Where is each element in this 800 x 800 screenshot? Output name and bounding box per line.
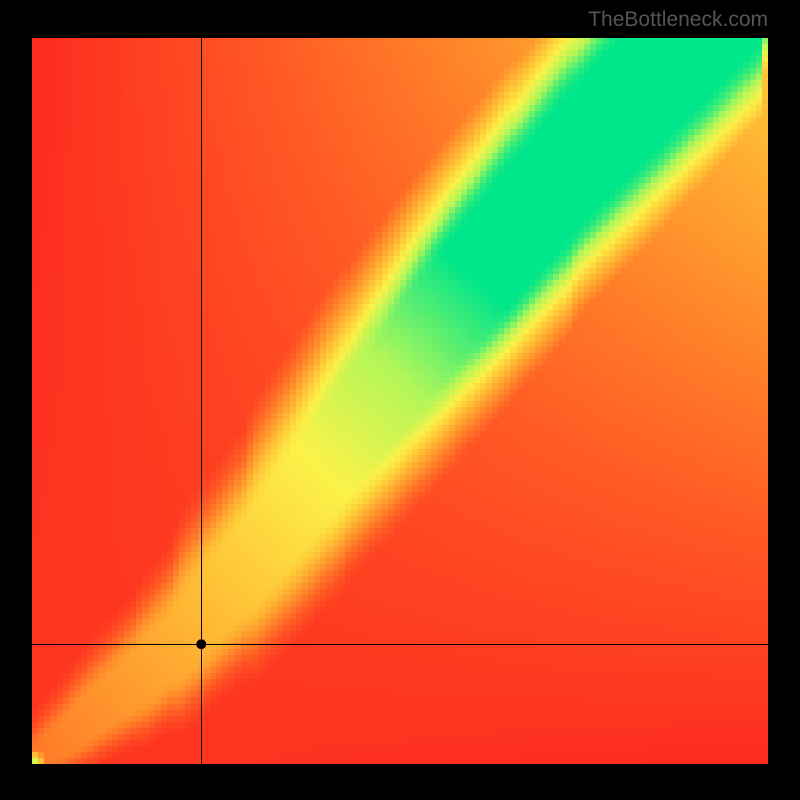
chart-root: { "watermark": { "text": "TheBottleneck.… <box>0 0 800 800</box>
heatmap-canvas <box>0 0 800 800</box>
